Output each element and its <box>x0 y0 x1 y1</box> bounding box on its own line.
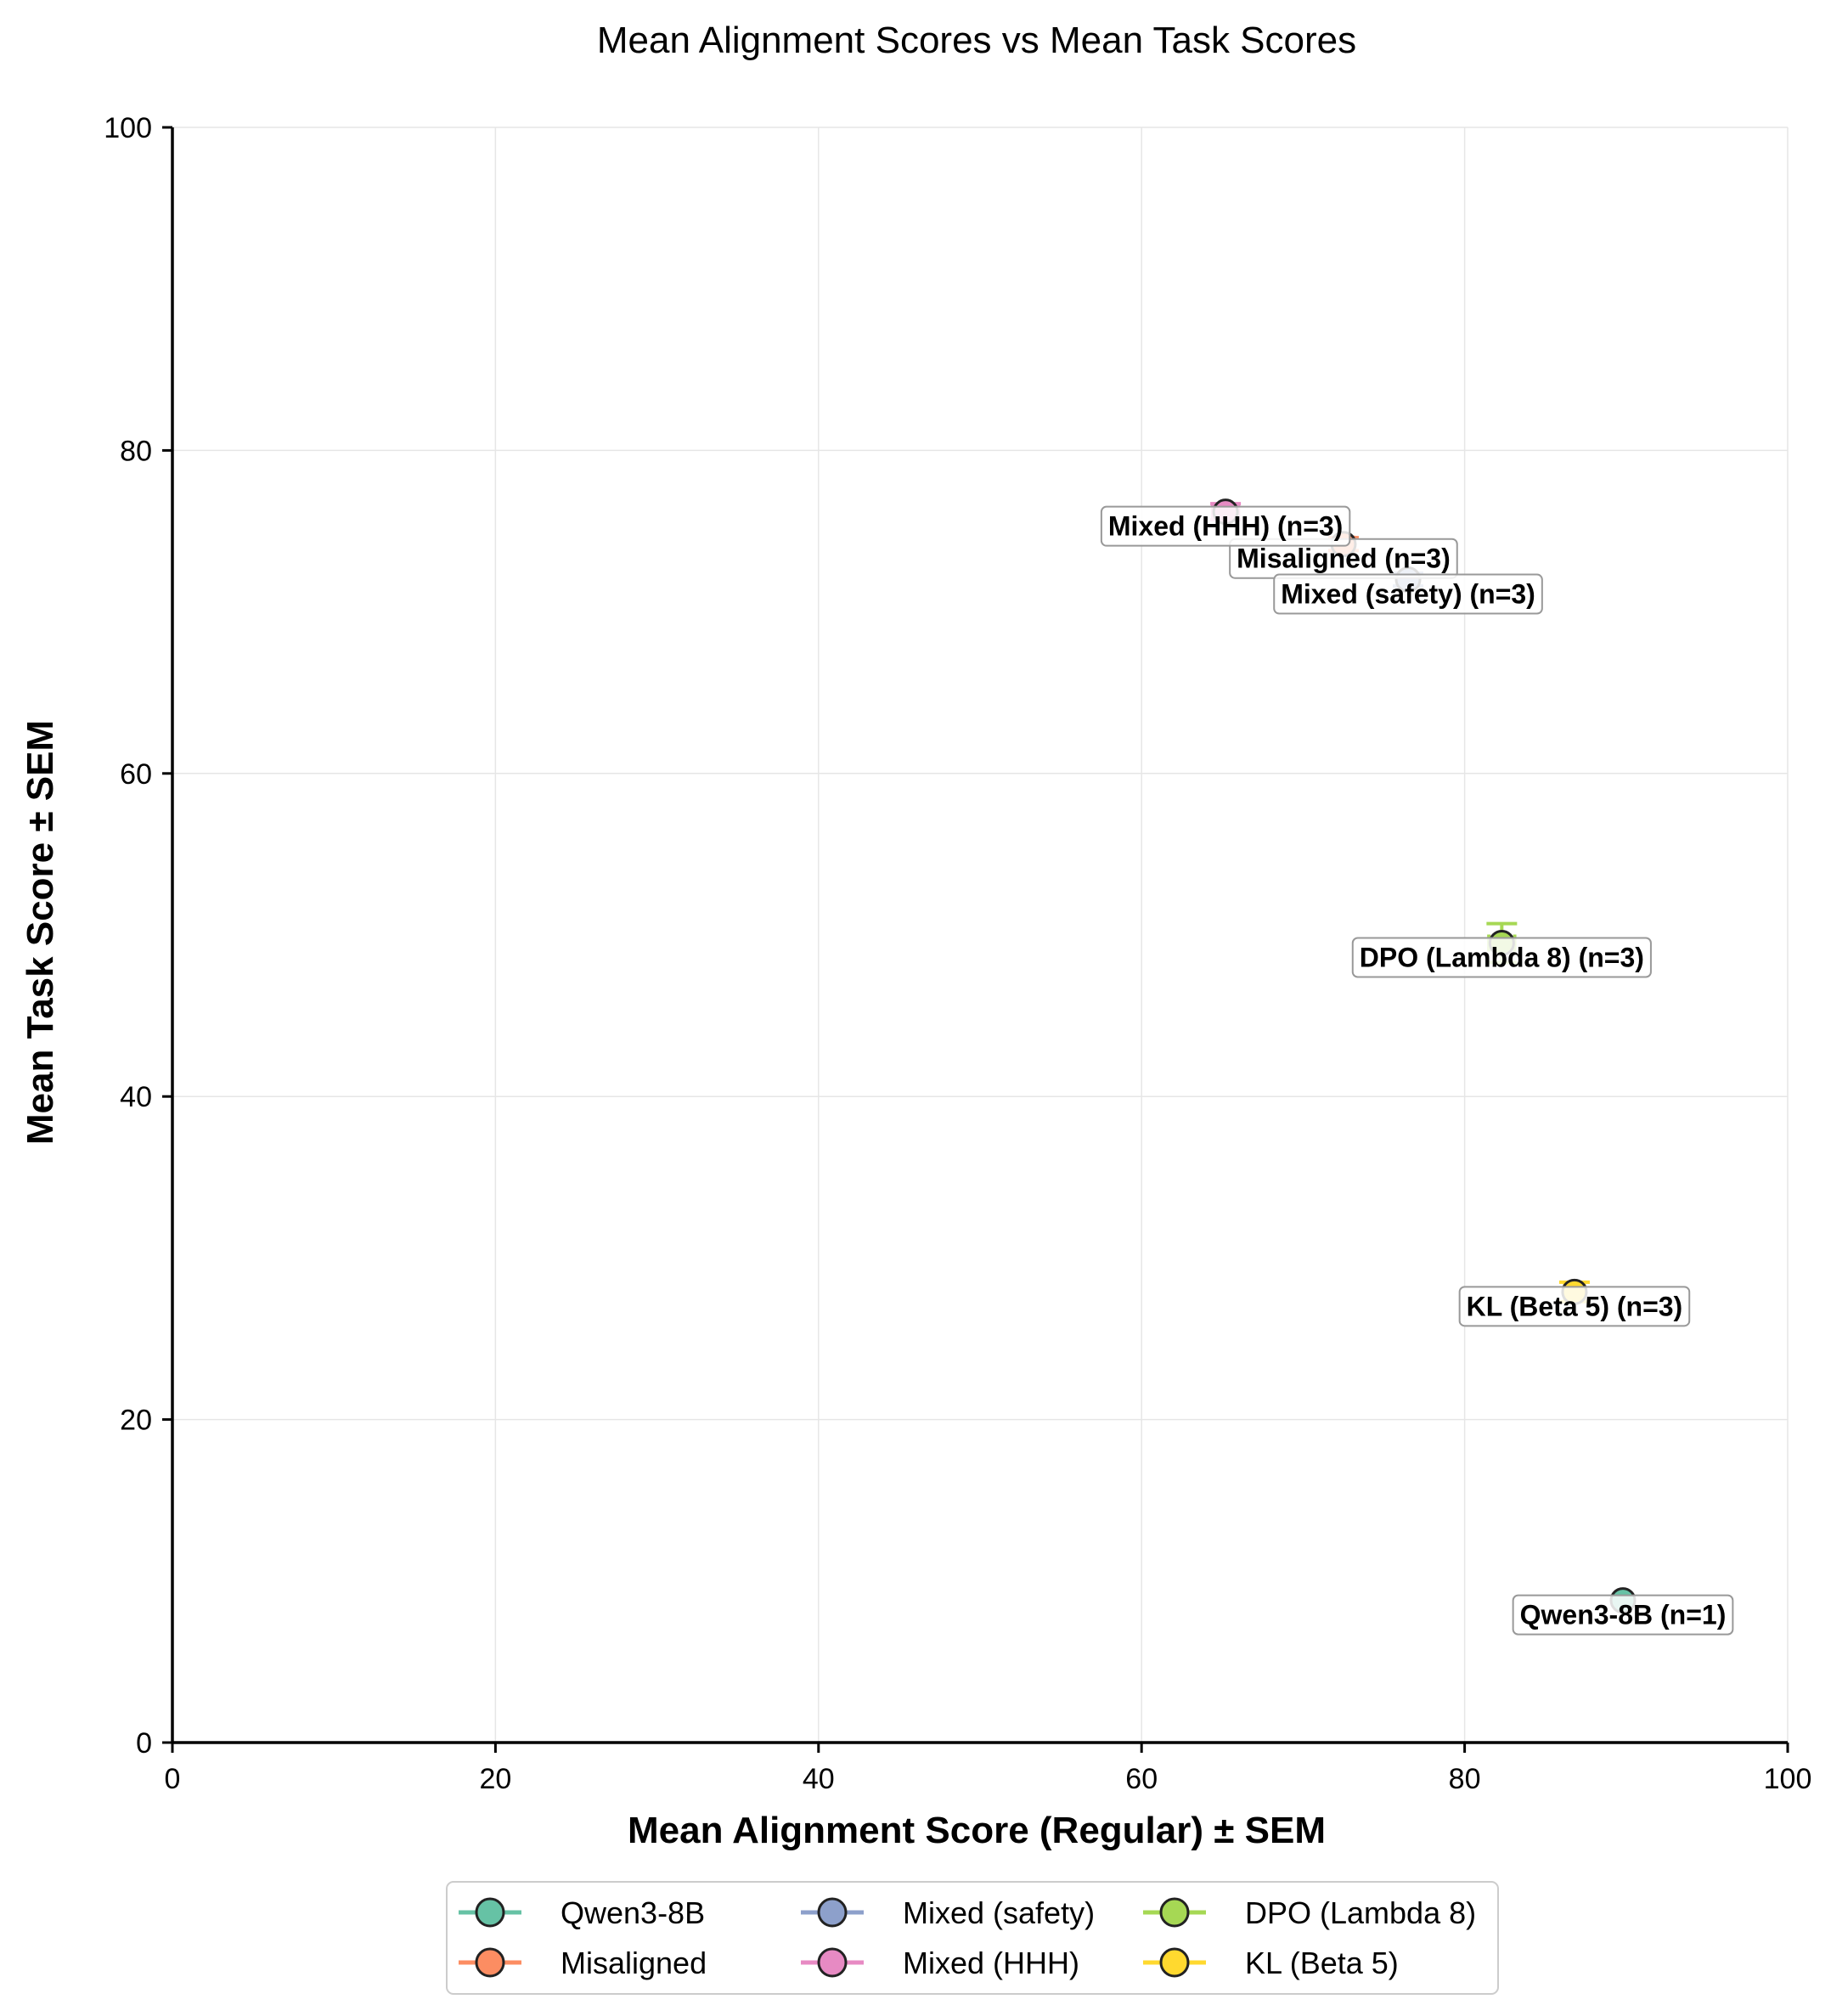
x-axis-label: Mean Alignment Score (Regular) ± SEM <box>628 1810 1326 1851</box>
point-label-frame <box>1100 505 1351 547</box>
legend-entry: DPO (Lambda 8) <box>1143 1895 1476 1930</box>
legend-entry: Mixed (HHH) <box>801 1946 1079 1980</box>
point-label-frame <box>1458 1286 1691 1327</box>
data-points <box>1210 498 1637 1614</box>
chart-title: Mean Alignment Scores vs Mean Task Score… <box>597 20 1356 61</box>
x-tick-label: 40 <box>803 1763 835 1795</box>
y-tick-label: 40 <box>120 1081 152 1113</box>
legend-marker <box>1159 1947 1190 1978</box>
legend-frame <box>446 1881 1499 1995</box>
point-labels: Qwen3-8B (n=1) Misaligned (n=3) Mixed (saf… <box>1100 505 1734 1636</box>
legend: Qwen3-8B Misaligned Mixed (safety) Mixed (H… <box>446 1881 1499 1995</box>
legend-marker <box>475 1897 505 1928</box>
y-axis-label: Mean Task Score ± SEM <box>20 720 61 1145</box>
legend-label: Qwen3-8B <box>561 1895 705 1930</box>
legend-label: Misaligned <box>561 1946 707 1980</box>
y-tick-label: 60 <box>120 758 152 791</box>
legend-label: KL (Beta 5) <box>1245 1946 1399 1980</box>
point-label-box: Misaligned (n=3) <box>1229 538 1458 579</box>
legend-label: Mixed (safety) <box>903 1895 1095 1930</box>
point-label: KL (Beta 5) (n=3) <box>1467 1291 1683 1321</box>
axes <box>171 127 1788 1744</box>
legend-marker <box>817 1897 848 1928</box>
point-label-box: KL (Beta 5) (n=3) <box>1458 1286 1691 1327</box>
x-tick-label: 80 <box>1449 1763 1481 1795</box>
legend-label: DPO (Lambda 8) <box>1245 1895 1476 1930</box>
grid-lines <box>172 127 1789 1743</box>
x-tick-label: 100 <box>1764 1763 1812 1795</box>
point-label: Misaligned (n=3) <box>1237 543 1451 574</box>
point-label-box: Mixed (safety) (n=3) <box>1273 573 1543 615</box>
y-tick-label: 80 <box>120 435 152 467</box>
y-tick-label: 0 <box>136 1727 152 1760</box>
legend-entry: Mixed (safety) <box>801 1895 1095 1930</box>
legend-entry: Qwen3-8B <box>459 1895 705 1930</box>
point-label-frame <box>1273 573 1543 615</box>
point-label: DPO (Lambda 8) (n=3) <box>1360 943 1644 973</box>
point-label-frame <box>1512 1594 1734 1636</box>
x-tick-label: 0 <box>165 1763 181 1795</box>
x-tick-label: 60 <box>1125 1763 1158 1795</box>
legend-entry: Misaligned <box>459 1946 707 1980</box>
tick-labels: 0 20 40 60 80 100 0 20 40 60 80 100 <box>104 112 1811 1795</box>
point-label-box: Mixed (HHH) (n=3) <box>1100 505 1351 547</box>
point-label-frame <box>1351 937 1652 978</box>
legend-label: Mixed (HHH) <box>903 1946 1079 1980</box>
point-label-box: DPO (Lambda 8) (n=3) <box>1351 937 1652 978</box>
legend-marker <box>1159 1897 1190 1928</box>
point-label: Mixed (safety) (n=3) <box>1281 579 1535 610</box>
legend-entry: KL (Beta 5) <box>1143 1946 1399 1980</box>
point-label: Mixed (HHH) (n=3) <box>1108 511 1343 542</box>
point-label: Qwen3-8B (n=1) <box>1520 1600 1727 1630</box>
point-label-box: Qwen3-8B (n=1) <box>1512 1594 1734 1636</box>
x-tick-label: 20 <box>479 1763 511 1795</box>
y-tick-label: 20 <box>120 1405 152 1437</box>
legend-marker <box>817 1947 848 1978</box>
legend-marker <box>475 1947 505 1978</box>
y-tick-label: 100 <box>104 112 152 144</box>
